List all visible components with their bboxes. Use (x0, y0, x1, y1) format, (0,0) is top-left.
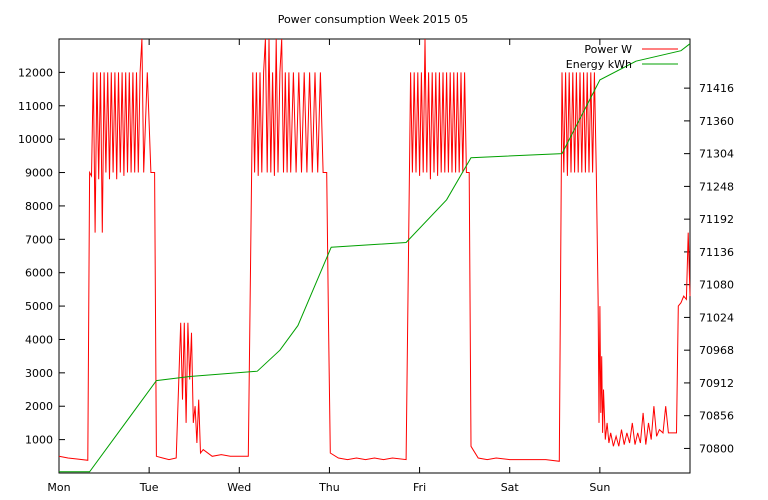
y-left-tick-label: 10000 (18, 133, 53, 146)
y-right-tick-label: 71304 (699, 148, 734, 161)
y-left-tick-label: 12000 (18, 66, 53, 79)
y-right-tick-label: 71136 (699, 246, 734, 259)
series-line-power (58, 38, 691, 462)
x-tick-label: Mon (47, 481, 70, 494)
x-tick-label: Sun (589, 481, 610, 494)
y-right-tick-label: 71248 (699, 180, 734, 193)
chart-title: Power consumption Week 2015 05 (278, 13, 469, 26)
y-left-tick-label: 6000 (25, 267, 53, 280)
y-left-tick-label: 9000 (25, 167, 53, 180)
y-right-tick-label: 71080 (699, 279, 734, 292)
y-left-tick-label: 7000 (25, 233, 53, 246)
y-left-tick-label: 5000 (25, 300, 53, 313)
y-left-tick-label: 4000 (25, 333, 53, 346)
y-right-tick-label: 70856 (699, 410, 734, 423)
x-tick-label: Wed (227, 481, 251, 494)
y-right-tick-label: 71360 (699, 115, 734, 128)
y-right-tick-label: 70968 (699, 344, 734, 357)
legend-label: Energy kWh (566, 58, 632, 71)
y-left-tick-label: 1000 (25, 434, 53, 447)
x-tick-label: Fri (413, 481, 426, 494)
x-axis: Mon Tue Wed Thu Fri Sat Sun (47, 39, 610, 494)
legend: Power W Energy kWh (566, 43, 678, 71)
x-tick-label: Tue (139, 481, 159, 494)
y-left-tick-label: 3000 (25, 367, 53, 380)
x-tick-label: Thu (318, 481, 340, 494)
x-tick-label: Sat (501, 481, 520, 494)
legend-label: Power W (584, 43, 632, 56)
y-left-tick-label: 8000 (25, 200, 53, 213)
series-line-energy (59, 43, 691, 473)
y-right-tick-label: 71192 (699, 213, 734, 226)
y-right-tick-label: 70912 (699, 377, 734, 390)
y-axis-left: 1000 2000 3000 4000 5000 6000 7000 8000 9000 1000… (18, 66, 65, 447)
y-left-tick-label: 2000 (25, 400, 53, 413)
y-right-tick-label: 71416 (699, 82, 734, 95)
plot-area (58, 38, 691, 473)
y-right-tick-label: 71024 (699, 311, 734, 324)
y-axis-right: 70800 70856 70912 70968 71024 71080 71136 71192… (684, 82, 734, 455)
plot-frame (58, 38, 691, 474)
y-right-tick-label: 70800 (699, 442, 734, 455)
y-left-tick-label: 11000 (18, 100, 53, 113)
